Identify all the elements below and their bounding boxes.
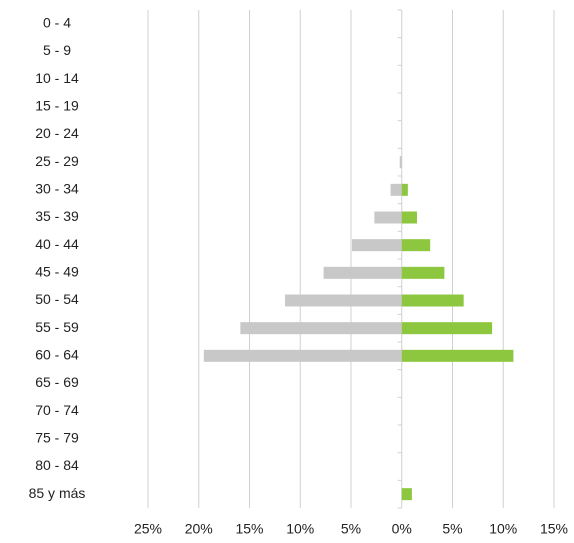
x-tick-label: 25%: [134, 521, 162, 537]
bar: [352, 239, 402, 252]
bar: [390, 183, 402, 196]
y-tick-label: 5 - 9: [43, 42, 71, 58]
y-tick-label: 65 - 69: [35, 374, 79, 390]
y-tick-label: 20 - 24: [35, 125, 79, 141]
bar: [399, 156, 402, 169]
y-tick-label: 40 - 44: [35, 236, 79, 252]
bar: [401, 294, 464, 307]
bar: [401, 211, 417, 224]
y-tick-label: 30 - 34: [35, 181, 79, 197]
y-tick-label: 35 - 39: [35, 208, 79, 224]
y-tick-label: 60 - 64: [35, 347, 79, 363]
y-tick-label: 15 - 19: [35, 98, 79, 114]
x-tick-label: 15%: [235, 521, 263, 537]
x-tick-label: 0%: [392, 521, 412, 537]
bar: [240, 322, 402, 335]
y-tick-label: 70 - 74: [35, 402, 79, 418]
x-tick-label: 10%: [286, 521, 314, 537]
y-tick-label: 0 - 4: [43, 15, 71, 31]
bar: [203, 349, 402, 362]
bar: [374, 211, 402, 224]
y-tick-label: 85 y más: [29, 485, 86, 501]
y-tick-label: 55 - 59: [35, 319, 79, 335]
y-tick-label: 10 - 14: [35, 70, 79, 86]
y-tick-label: 45 - 49: [35, 264, 79, 280]
bar: [285, 294, 402, 307]
bar: [401, 239, 431, 252]
x-tick-label: 15%: [540, 521, 568, 537]
x-tick-label: 20%: [185, 521, 213, 537]
y-tick-label: 75 - 79: [35, 430, 79, 446]
bar: [401, 266, 445, 279]
x-tick-label: 5%: [341, 521, 361, 537]
x-tick-label: 5%: [442, 521, 462, 537]
y-tick-label: 80 - 84: [35, 457, 79, 473]
y-tick-label: 50 - 54: [35, 291, 79, 307]
bar: [401, 322, 493, 335]
bar: [401, 488, 412, 501]
bar: [401, 183, 408, 196]
bar: [323, 266, 402, 279]
x-tick-label: 10%: [489, 521, 517, 537]
y-tick-label: 25 - 29: [35, 153, 79, 169]
bar: [401, 349, 514, 362]
